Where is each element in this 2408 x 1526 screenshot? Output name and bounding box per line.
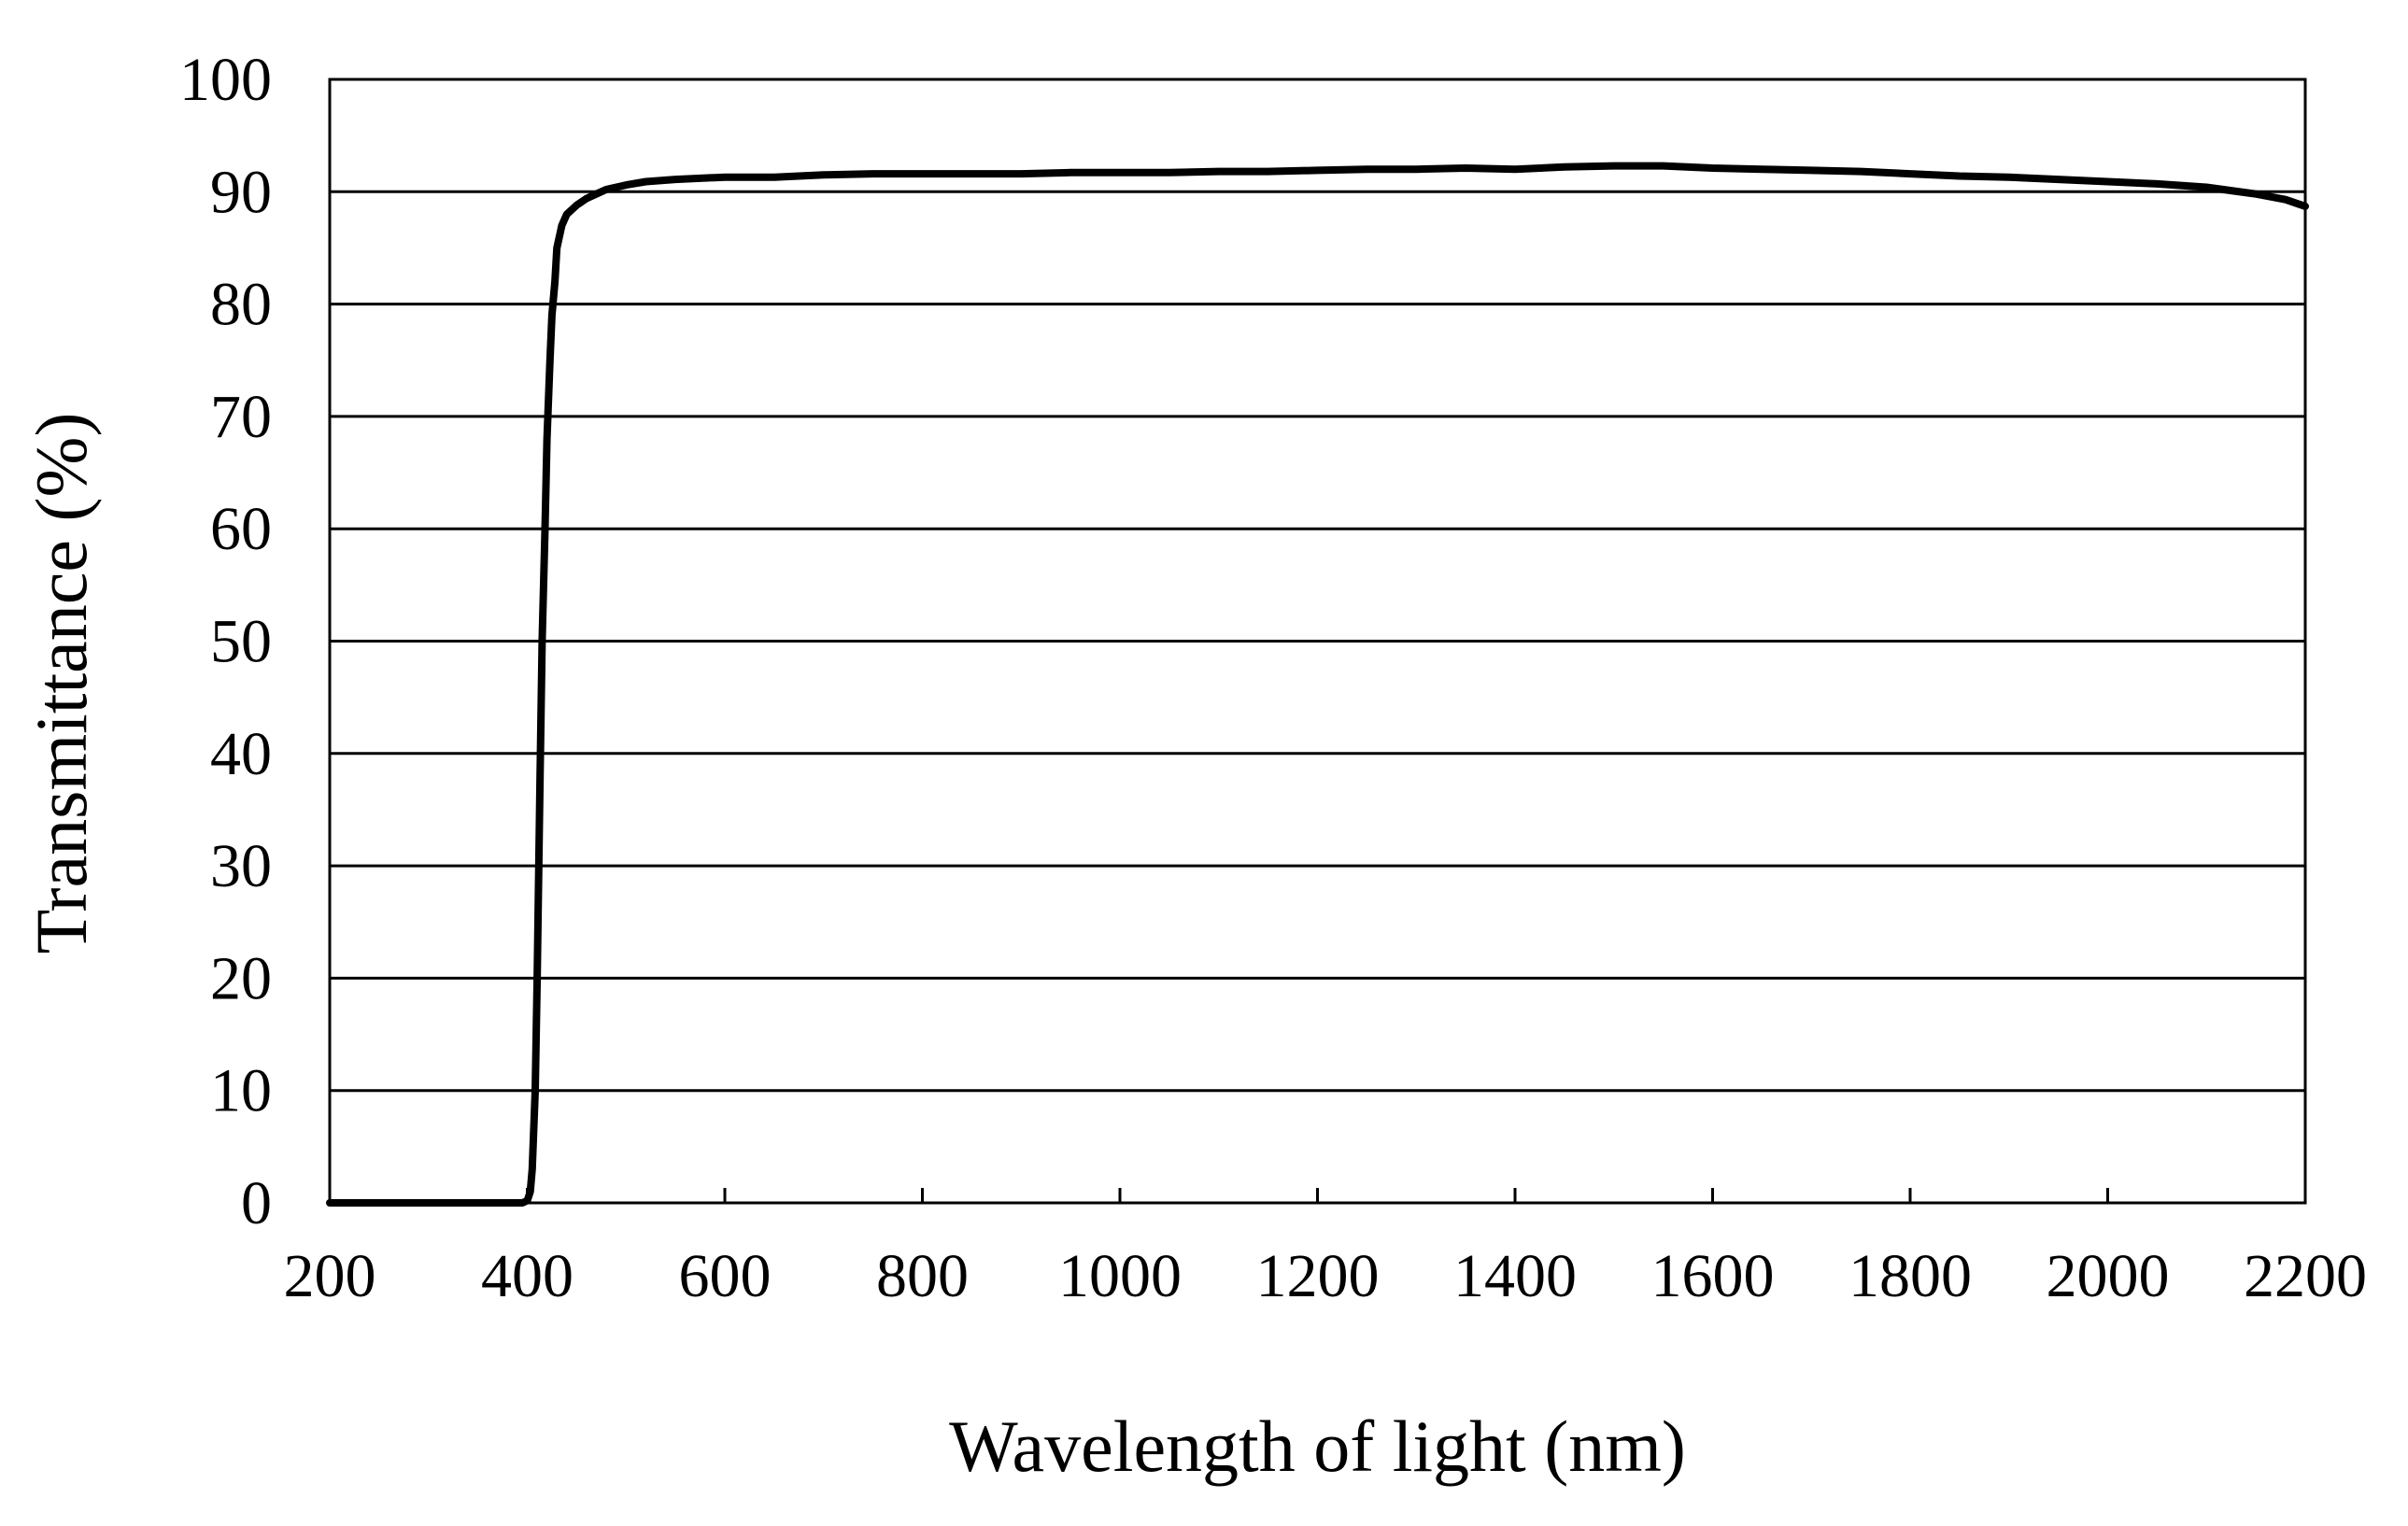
x-axis-title: Wavelength of light (nm) <box>949 1406 1686 1487</box>
y-tick-label: 90 <box>210 158 272 226</box>
y-tick-label: 60 <box>210 495 272 563</box>
y-tick-label: 30 <box>210 832 272 900</box>
y-axis-tick-labels: 0 10 20 30 40 50 60 70 80 90 100 <box>179 46 272 1237</box>
x-tick-label: 2000 <box>2047 1242 2170 1310</box>
x-axis-tick-labels: 200 400 600 800 1000 1200 1400 1600 1800 2000 2200 <box>284 1242 2368 1310</box>
x-tick-label: 1200 <box>1256 1242 1380 1310</box>
y-tick-label: 20 <box>210 944 272 1012</box>
x-tick-label: 2200 <box>2244 1242 2367 1310</box>
y-tick-label: 40 <box>210 720 272 788</box>
grid-lines <box>330 78 2305 1205</box>
x-tick-label: 1400 <box>1453 1242 1577 1310</box>
transmittance-line <box>326 162 2309 1207</box>
x-tick-label: 1000 <box>1058 1242 1182 1310</box>
y-axis-title: Transmittance (%) <box>21 413 102 954</box>
y-tick-label: 10 <box>210 1057 272 1125</box>
x-tick-label: 1800 <box>1848 1242 1972 1310</box>
x-tick-label: 200 <box>284 1242 376 1310</box>
y-tick-label: 50 <box>210 608 272 676</box>
x-axis-ticks <box>328 1188 2307 1203</box>
y-tick-label: 0 <box>241 1169 272 1237</box>
x-tick-label: 400 <box>481 1242 574 1310</box>
x-tick-label: 1600 <box>1651 1242 1775 1310</box>
x-tick-label: 600 <box>679 1242 772 1310</box>
x-tick-label: 800 <box>876 1242 969 1310</box>
y-tick-label: 100 <box>179 46 272 114</box>
y-tick-label: 70 <box>210 383 272 451</box>
y-tick-label: 80 <box>210 271 272 339</box>
